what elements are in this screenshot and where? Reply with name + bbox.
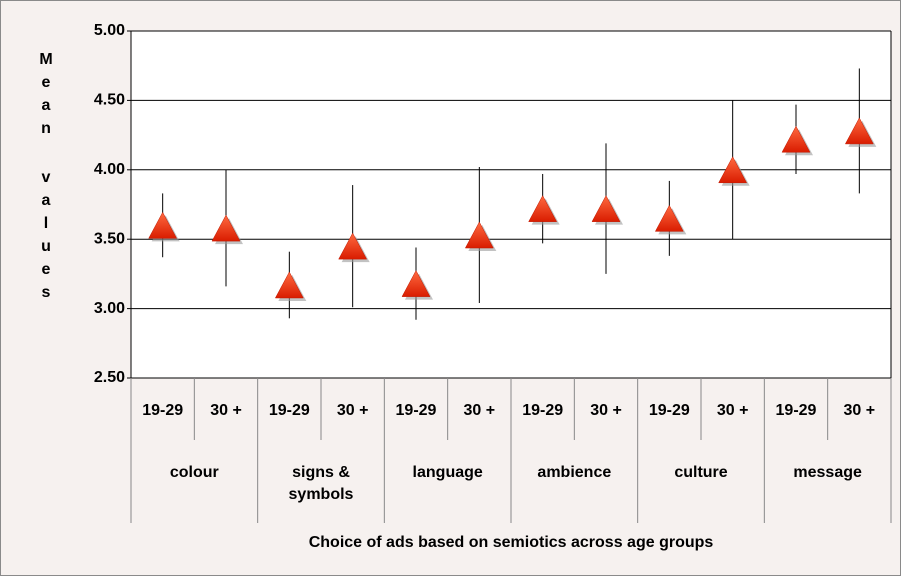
y-tick-label: 4.00	[94, 161, 125, 178]
y-tick-label: 3.50	[94, 230, 125, 247]
marker	[148, 211, 178, 239]
x-tick-label: 30 +	[717, 402, 749, 419]
marker	[274, 271, 304, 299]
group-label: colour	[170, 464, 219, 481]
x-tick-label: 19-29	[142, 402, 183, 419]
group-label: message	[793, 464, 862, 481]
group-label: signs & symbols	[289, 464, 354, 503]
x-axis-label: Choice of ads based on semiotics across …	[309, 534, 714, 551]
x-tick-label: 30 +	[337, 402, 369, 419]
y-tick-label: 2.50	[94, 369, 125, 386]
group-label: language	[413, 464, 483, 481]
marker	[781, 125, 811, 153]
marker	[338, 232, 368, 260]
x-tick-label: 30 +	[210, 402, 242, 419]
y-tick-label: 5.00	[94, 22, 125, 39]
x-tick-label: 30 +	[464, 402, 496, 419]
plot-area	[131, 31, 891, 378]
marker	[844, 117, 874, 145]
x-tick-label: 30 +	[844, 402, 876, 419]
marker	[211, 214, 241, 242]
marker	[591, 195, 621, 222]
group-label: culture	[674, 464, 727, 481]
x-tick-label: 19-29	[649, 402, 690, 419]
marker	[464, 221, 494, 249]
x-tick-label: 30 +	[590, 402, 622, 419]
y-tick-label: 4.50	[94, 92, 125, 109]
group-label: ambience	[537, 464, 611, 481]
x-tick-label: 19-29	[522, 402, 563, 419]
x-tick-label: 19-29	[396, 402, 437, 419]
y-tick-label: 3.00	[94, 300, 125, 317]
marker	[654, 204, 684, 232]
marker	[528, 195, 558, 222]
x-tick-label: 19-29	[776, 402, 817, 419]
marker	[718, 156, 748, 184]
marker	[401, 270, 431, 297]
x-tick-label: 19-29	[269, 402, 310, 419]
